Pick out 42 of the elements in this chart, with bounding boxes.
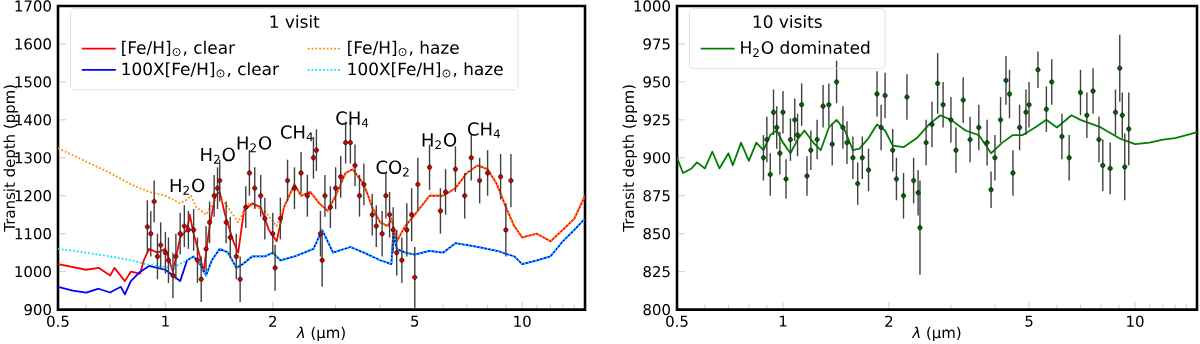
y-tick-label: 875	[643, 190, 670, 202]
annotation: CH$_{4}$	[336, 111, 369, 128]
x-tick-label: 5	[1025, 315, 1033, 327]
annotation: CH$_{4}$	[468, 122, 500, 139]
legend-label: 100X[Fe/H]$_{⊙}$, haze	[348, 62, 503, 78]
x-tick-label: 2	[269, 315, 277, 327]
y-axis-title: Transit depth (ppm)	[622, 85, 637, 232]
annotation: CO$_{2}$	[376, 160, 409, 177]
x-tick-label: 1	[779, 315, 787, 327]
legend-title: 10 visits	[753, 14, 822, 29]
y-tick-label: 1600	[15, 38, 51, 50]
y-tick-label: 950	[643, 76, 670, 88]
annotation: H$_{2}$O	[422, 133, 457, 150]
y-tick-label: 800	[643, 303, 670, 316]
y-tick-label: 900	[643, 152, 670, 164]
legend-label: [Fe/H]$_{⊙}$, clear	[122, 40, 236, 56]
legend-label: 100X[Fe/H]$_{⊙}$, clear	[122, 62, 279, 78]
y-tick-label: 900	[24, 303, 51, 316]
y-tick-label: 925	[643, 114, 670, 126]
x-tick-label: 1	[162, 315, 169, 327]
x-tick-label: 10	[1127, 315, 1144, 327]
legend-label: [Fe/H]$_{⊙}$, haze	[348, 40, 459, 56]
annotation: CH$_{4}$	[280, 125, 313, 142]
y-tick-label: 1100	[15, 228, 51, 240]
y-tick-label: 1700	[15, 0, 51, 12]
y-tick-label: 1000	[15, 266, 51, 278]
x-tick-label: 0.5	[47, 315, 69, 327]
y-tick-label: 850	[643, 228, 670, 240]
y-tick-label: 1000	[634, 0, 670, 12]
y-tick-label: 825	[643, 266, 670, 278]
x-axis-title: λ (μm)	[911, 326, 961, 342]
legend-label: H$_{2}$O dominated	[741, 40, 870, 58]
x-tick-label: 5	[411, 315, 419, 327]
x-tick-label: 10	[514, 315, 531, 327]
y-tick-label: 975	[643, 38, 670, 50]
annotation: H$_{2}$O	[237, 136, 272, 153]
x-tick-label: 2	[885, 315, 893, 327]
x-tick-label: 0.5	[666, 315, 688, 327]
annotation: H$_{2}$O	[201, 147, 235, 164]
annotation: H$_{2}$O	[170, 178, 205, 195]
x-axis-title: λ (μm)	[296, 326, 345, 342]
legend-title: 1 visit	[270, 14, 320, 29]
